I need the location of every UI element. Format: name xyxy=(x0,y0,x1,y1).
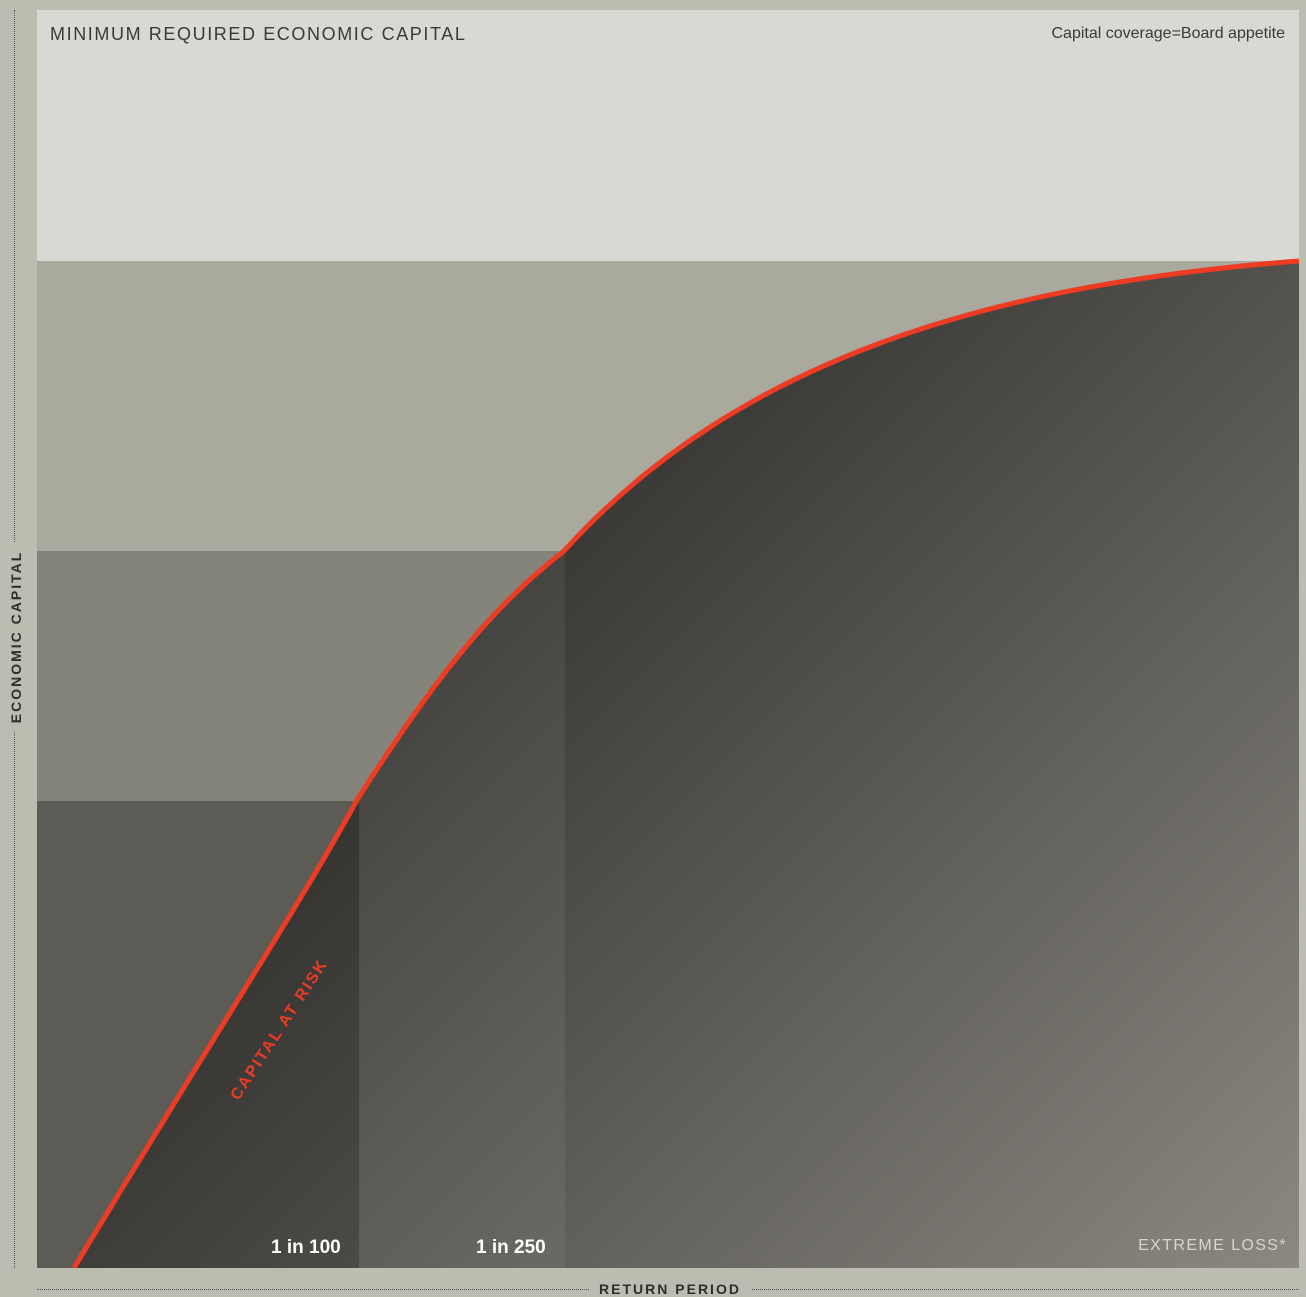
y-axis-label: ECONOMIC CAPITAL xyxy=(8,542,24,732)
diagram-title: MINIMUM REQUIRED ECONOMIC CAPITAL xyxy=(50,24,467,44)
capital-diagram: MINIMUM REQUIRED ECONOMIC CAPITAL Capita… xyxy=(37,10,1299,1268)
extreme-loss-label: EXTREME LOSS* xyxy=(1138,1237,1287,1254)
return-period-1-in-100: 1 in 100 xyxy=(271,1237,341,1258)
x-axis-label: RETURN PERIOD xyxy=(589,1281,751,1297)
diagram-graphic xyxy=(37,10,1299,1268)
capital-coverage-note: Capital coverage=Board appetite xyxy=(1051,25,1286,42)
return-period-1-in-250: 1 in 250 xyxy=(476,1237,546,1258)
top-band xyxy=(37,10,1299,261)
capital-at-risk-curve xyxy=(71,258,1299,1268)
